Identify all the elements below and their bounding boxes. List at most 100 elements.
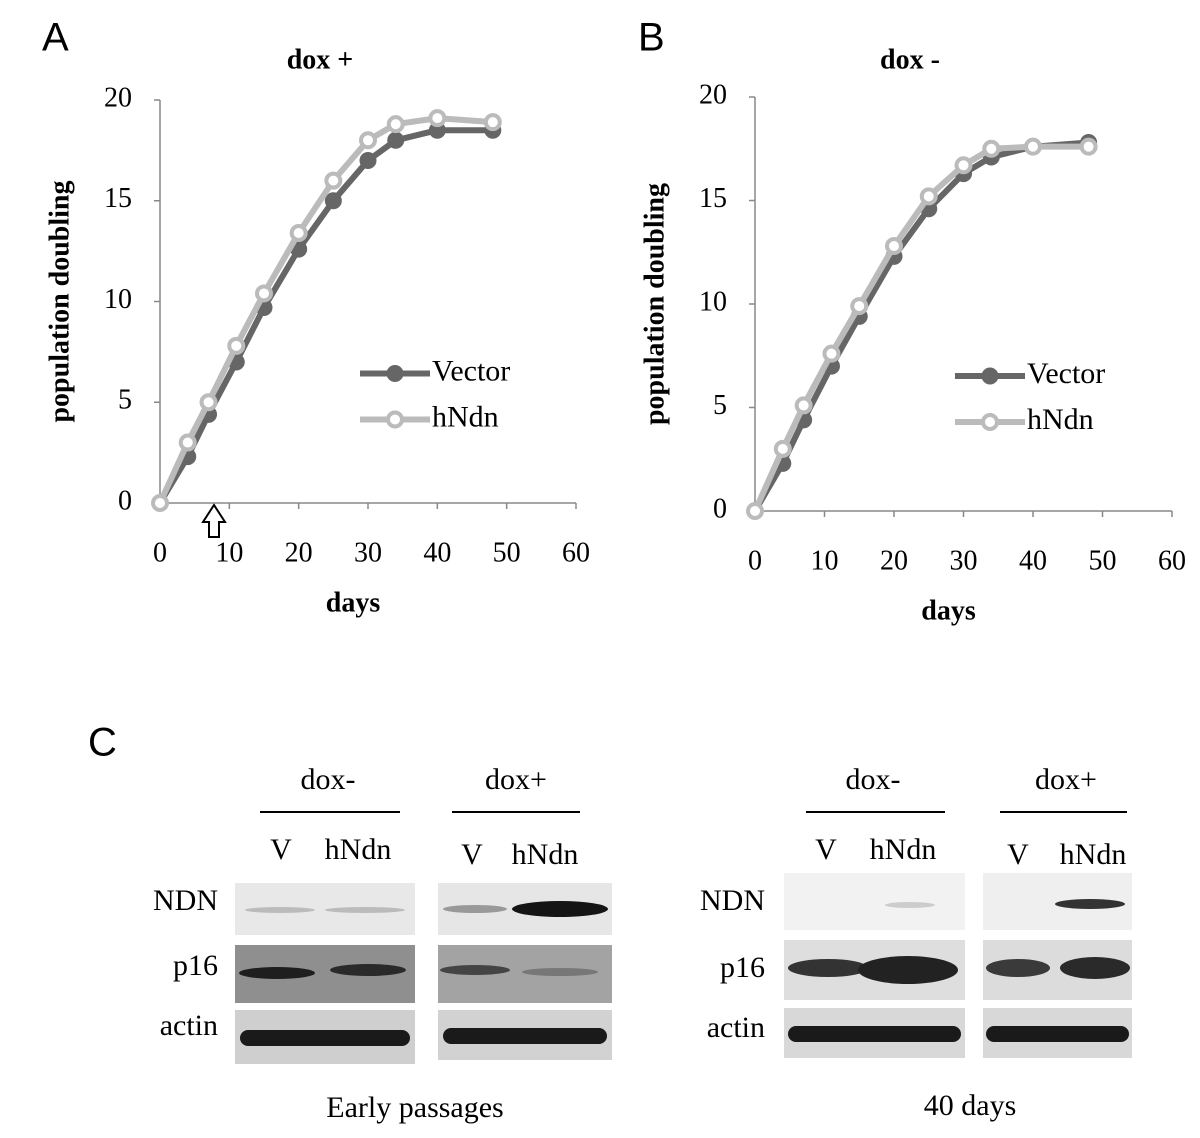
x-tick-label: 20 [880, 545, 908, 576]
band [522, 968, 598, 976]
y-tick-label: 15 [104, 183, 132, 214]
band [330, 964, 406, 976]
point [255, 284, 273, 303]
point [850, 297, 869, 316]
chart-title: dox + [287, 44, 354, 75]
band [325, 907, 405, 913]
legend-marker [386, 410, 404, 429]
point [359, 151, 377, 169]
x-tick-label: 0 [748, 545, 762, 576]
y-tick-label: 0 [713, 493, 727, 524]
blot-strip [784, 873, 965, 930]
row-label: p16 [173, 949, 218, 982]
point [227, 336, 246, 355]
panel-label: C [88, 721, 117, 765]
caption: 40 days [924, 1089, 1017, 1122]
band [1060, 957, 1130, 979]
point [954, 156, 973, 175]
point [919, 187, 938, 206]
lane: V [1007, 838, 1029, 871]
band [885, 902, 935, 908]
x-tick-label: 30 [354, 537, 382, 568]
lane: V [815, 833, 837, 866]
legend-label: Vector [1027, 357, 1105, 390]
blot-group: dox- dox+ V hNdn V hNdn NDN p16 actin Ea… [153, 763, 612, 1124]
band [443, 1028, 607, 1044]
x-tick-label: 0 [153, 537, 167, 568]
y-tick-label: 10 [104, 284, 132, 315]
band [788, 959, 868, 977]
row-label: NDN [700, 884, 765, 917]
point [794, 396, 813, 415]
point [773, 439, 792, 458]
condition: dox+ [485, 763, 547, 796]
y-tick-label: 10 [699, 286, 727, 317]
point [746, 502, 764, 520]
legend-label: hNdn [432, 400, 499, 433]
y-tick-label: 20 [699, 79, 727, 110]
point [151, 494, 169, 512]
lane: hNdn [1060, 838, 1127, 871]
point [386, 115, 405, 134]
row-label: NDN [153, 884, 218, 917]
point [324, 192, 342, 210]
condition: dox- [301, 763, 356, 796]
x-axis-label: days [326, 587, 381, 618]
point [822, 344, 841, 363]
y-axis-label: population doubling [44, 180, 75, 422]
x-tick-label: 60 [1158, 545, 1186, 576]
x-tick-label: 30 [950, 545, 978, 576]
legend-marker [981, 367, 999, 385]
band [443, 905, 507, 913]
point [324, 171, 343, 190]
band [986, 959, 1050, 977]
band [788, 1026, 961, 1042]
point [387, 131, 405, 149]
arrow [201, 503, 227, 538]
x-axis-label: days [921, 595, 976, 626]
row-label: actin [707, 1011, 765, 1044]
point [1079, 137, 1098, 156]
band [240, 1030, 410, 1046]
legend-label: hNdn [1027, 403, 1094, 436]
x-tick-label: 40 [423, 537, 451, 568]
lane: V [461, 838, 483, 871]
band [858, 956, 958, 984]
lane: hNdn [512, 838, 579, 871]
band [239, 967, 315, 979]
point [483, 113, 502, 132]
point [289, 223, 308, 242]
y-tick-label: 20 [104, 82, 132, 113]
y-tick-label: 5 [713, 390, 727, 421]
row-label: actin [160, 1009, 218, 1042]
row-label: p16 [720, 951, 765, 984]
caption: Early passages [326, 1091, 503, 1124]
x-tick-label: 20 [285, 537, 313, 568]
x-tick-label: 40 [1019, 545, 1047, 576]
y-axis-label: population doubling [639, 183, 670, 425]
x-tick-label: 60 [562, 537, 590, 568]
x-tick-label: 50 [493, 537, 521, 568]
band [1055, 899, 1125, 909]
condition: dox- [846, 763, 901, 796]
band [512, 901, 608, 917]
x-tick-label: 50 [1089, 545, 1117, 576]
condition: dox+ [1035, 763, 1097, 796]
point [1024, 137, 1042, 156]
x-tick-label: 10 [215, 537, 243, 568]
y-tick-label: 15 [699, 183, 727, 214]
lane: hNdn [870, 833, 937, 866]
x-tick-label: 10 [811, 545, 839, 576]
band [245, 907, 315, 913]
lane: V [270, 833, 292, 866]
panel-label: A [42, 16, 69, 60]
y-tick-label: 0 [118, 485, 132, 516]
panel-label: B [638, 16, 665, 60]
point [199, 393, 218, 412]
point [428, 109, 447, 128]
chart-title: dox - [880, 44, 940, 75]
point [885, 237, 903, 256]
legend-marker [386, 365, 404, 382]
